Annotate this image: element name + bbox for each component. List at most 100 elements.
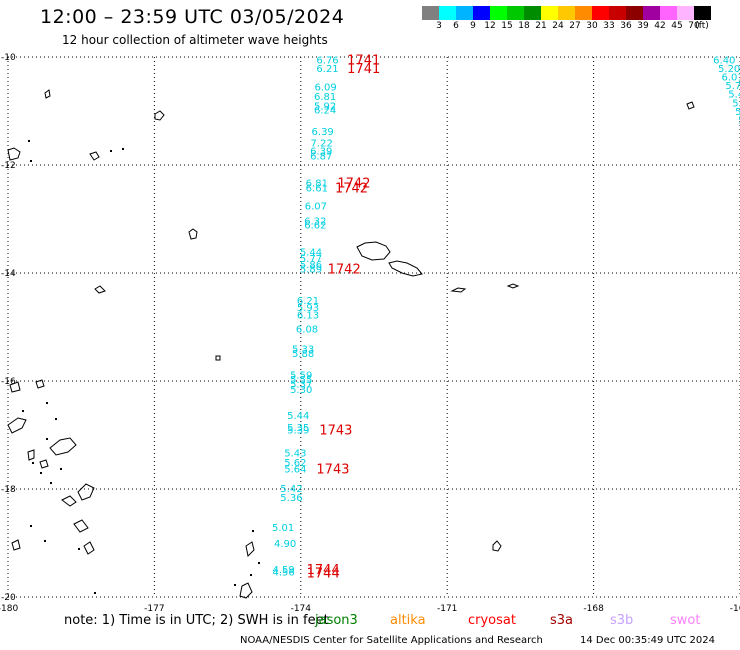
legend-labels: 3 6 9 12 15 18 21 24 27 30 33 36 39 42 45 70 (ft): [422, 20, 711, 32]
islet-dot: [46, 438, 48, 440]
legend-label: 12: [484, 21, 496, 31]
lon-tick-label: -174: [291, 604, 312, 614]
islet-dot: [252, 530, 254, 532]
islet-dot: [78, 548, 80, 550]
islet-dot: [30, 160, 32, 162]
pass-id-label: 1743: [316, 462, 349, 477]
lat-tick-label: -10: [1, 53, 16, 63]
swh-value-label: 6.39: [310, 146, 332, 157]
swh-value-label: 5.35: [287, 423, 309, 434]
swh-value-label: 5.01: [272, 523, 294, 534]
island-a: [188, 228, 198, 240]
lat-tick-label: -20: [1, 593, 16, 603]
edge-swh-value-label: 6.40: [713, 56, 735, 67]
legend-swatch: [507, 6, 524, 20]
swh-value-label: 5.42: [280, 484, 302, 495]
legend-swatch: [422, 6, 439, 20]
swh-value-label: 6.21: [297, 296, 319, 307]
swh-value-label: 6.21: [316, 64, 338, 75]
legend-swatch: [626, 6, 643, 20]
legend-swatch: [456, 6, 473, 20]
swh-value-label: 4.56: [272, 568, 294, 579]
legend-swatch: [558, 6, 575, 20]
note-text: note: 1) Time is in UTC; 2) SWH is in fe…: [64, 613, 329, 628]
swh-value-label: 6.62: [304, 220, 326, 231]
mission-label-altika: altika: [390, 613, 426, 628]
swh-value-label: 5.44: [287, 411, 309, 422]
swh-value-label: 6.32: [304, 217, 326, 228]
graticule: [7, 56, 740, 598]
islet-dot: [46, 402, 48, 404]
island-i: [686, 101, 695, 110]
island-f: [7, 147, 21, 161]
lon-tick-label: -168: [583, 604, 604, 614]
legend-swatch: [439, 6, 456, 20]
pass-id-label: 1743: [319, 424, 352, 439]
swh-value-label: 6.09: [314, 83, 336, 94]
island-t: [83, 541, 95, 555]
island-j: [7, 417, 27, 434]
islet-dot: [110, 150, 112, 152]
legend-label: 36: [620, 21, 632, 31]
swh-value-label: 4.90: [274, 539, 296, 550]
islet-dot: [22, 410, 24, 412]
swh-track-values: 6.766.216.096.815.926.246.397.226.396.87…: [272, 56, 339, 579]
swh-value-label: 6.39: [312, 127, 334, 138]
swh-value-label: 6.24: [314, 105, 336, 116]
swh-value-label: 5.88: [292, 349, 314, 360]
mission-label-swot: swot: [670, 613, 701, 628]
legend-label: 30: [586, 21, 598, 31]
swh-value-label: 6.81: [306, 178, 328, 189]
island-k: [49, 437, 77, 456]
island-d: [44, 89, 51, 99]
swh-value-label: 5.89: [300, 265, 322, 276]
swh-value-label: 5.55: [290, 375, 312, 386]
swh-value-label: 6.07: [305, 202, 327, 213]
legend-label: 3: [436, 21, 442, 31]
swh-value-label: 5.59: [290, 371, 312, 382]
island-v: [239, 582, 253, 599]
edge-swh-value-label: 6.01: [721, 72, 740, 83]
islet-dot: [55, 418, 57, 420]
island-g: [215, 355, 221, 361]
lon-tick-label: -165: [730, 604, 740, 614]
islet-dot: [60, 468, 62, 470]
edge-swh-value-label: 5.1: [738, 116, 740, 127]
island-n: [73, 519, 89, 533]
island-u: [245, 541, 255, 558]
lat-tick-label: -12: [1, 161, 16, 171]
legend-label: 27: [569, 21, 581, 31]
swh-value-label: 6.81: [314, 92, 336, 103]
legend-unit: (ft): [695, 21, 709, 31]
pass-id-label: 1741: [347, 54, 380, 69]
page-title: 12:00 – 23:59 UTC 03/05/2024: [40, 6, 345, 28]
island-p: [9, 381, 21, 393]
footer-credit: NOAA/NESDIS Center for Satellite Applica…: [240, 635, 543, 646]
swh-value-label: 5.86: [300, 260, 322, 271]
pass-id-label: 1742: [337, 176, 370, 191]
legend-swatch: [592, 6, 609, 20]
islet-dot: [50, 482, 52, 484]
edge-swh-values: 6.405.206.015.745.495.795.215.15.: [713, 56, 740, 127]
islet-dot: [122, 148, 124, 150]
legend-swatch: [524, 6, 541, 20]
lon-tick-label: -180: [0, 604, 18, 614]
legend-swatch: [490, 6, 507, 20]
legend-swatches: [422, 6, 711, 20]
coast-dots-layer: [22, 140, 260, 594]
legend-swatch: [660, 6, 677, 20]
edge-swh-value-label: 5.49: [728, 90, 740, 101]
island-h: [492, 540, 502, 552]
swh-value-label: 5.33: [292, 345, 314, 356]
legend-label: 33: [603, 21, 615, 31]
pass-id-label: 1744: [307, 563, 340, 578]
legend-swatch: [575, 6, 592, 20]
edge-swh-value-label: 5.74: [725, 81, 740, 92]
island-m: [77, 483, 95, 501]
islet-dot: [30, 525, 32, 527]
page-subtitle: 12 hour collection of altimeter wave hei…: [62, 33, 328, 47]
mission-label-s3a: s3a: [550, 613, 574, 628]
swh-value-label: 6.87: [310, 151, 332, 162]
legend-label: 39: [637, 21, 649, 31]
